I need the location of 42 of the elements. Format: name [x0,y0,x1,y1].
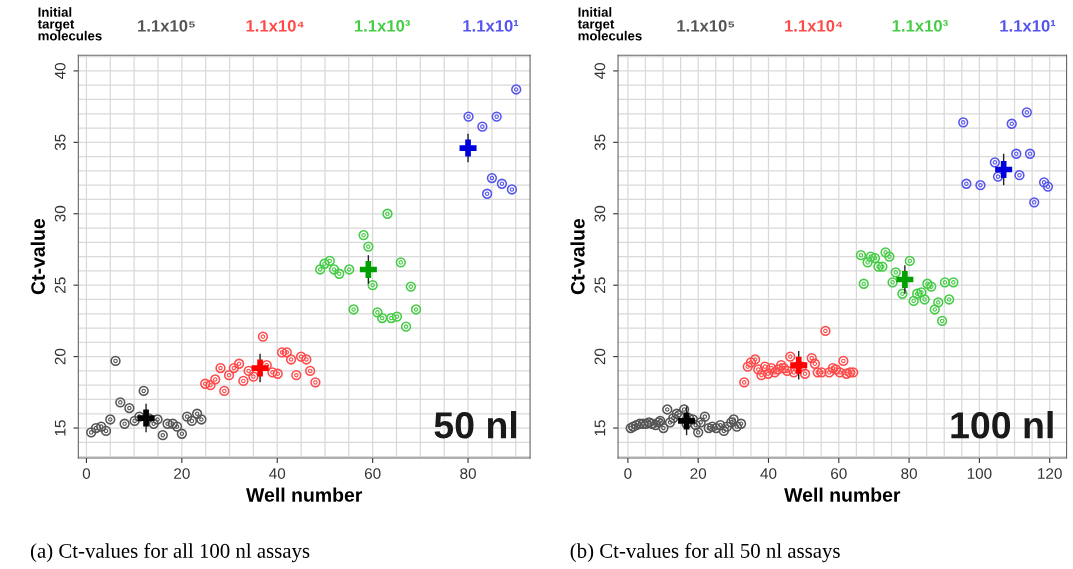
text: 1.1x10³ [892,19,948,32]
x-tick-label: 20 [174,468,190,479]
legend-title: Initial target molecules [577,7,642,41]
x-tick-label: 80 [460,468,476,479]
text: 1.1x10¹ [463,19,519,32]
y-axis-title: Ct-value [30,218,45,295]
y-tick-label: 35 [594,134,606,151]
x-tick-label: 20 [690,468,707,479]
y-tick-label: 15 [594,420,606,436]
y-tick-label: 30 [54,205,66,222]
x-tick-label: 60 [831,468,847,479]
x-tick-label: 60 [364,468,381,479]
y-tick-label: 30 [594,205,606,222]
x-tick-label: 0 [82,468,91,479]
y-tick-label: 25 [54,277,66,293]
x-tick-label: 100 [967,468,992,479]
text: (b) Ct-values for all 50 nl assays [570,543,840,563]
text: 1.1x10³ [354,19,411,32]
annotation: 50 nl [434,411,517,439]
annotation: 100 nl [951,411,1053,439]
text: 1.1x10⁴ [785,19,843,32]
text: 1.1x10⁵ [138,19,195,32]
text: 1.1x10¹ [1000,19,1056,32]
x-tick-label: 80 [901,468,917,479]
x-tick-label: 40 [760,468,777,479]
y-tick-label: 20 [54,348,66,365]
x-tick-label: 0 [624,468,632,479]
y-tick-label: 35 [54,134,66,151]
text: 1.1x10⁵ [677,19,735,32]
x-tick-label: 40 [269,468,286,479]
legend-title: Initial target molecules [37,7,102,41]
y-tick-label: 15 [54,420,66,436]
y-tick-label: 40 [54,63,66,80]
text: 1.1x10⁴ [246,19,304,32]
y-tick-label: 20 [594,348,606,365]
y-tick-label: 40 [594,63,606,80]
x-axis-title: Well number [246,487,363,502]
y-tick-label: 25 [594,277,606,293]
text: (a) Ct-values for all 100 nl assays [30,543,310,563]
y-axis-title: Ct-value [570,218,585,295]
x-tick-label: 120 [1038,468,1062,479]
x-axis-title: Well number [784,487,901,502]
